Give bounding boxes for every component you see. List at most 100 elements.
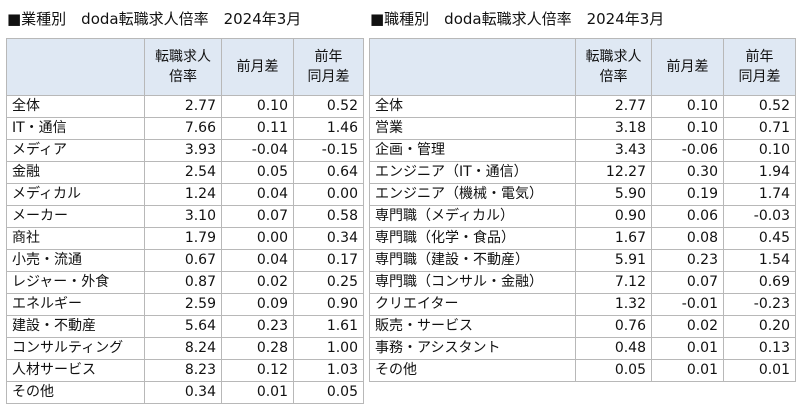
table-row: クリエイター 1.32 -0.01 -0.23: [369, 293, 796, 316]
header-yoy-line2: 同月差: [738, 69, 781, 85]
ratio-cell: 0.05: [575, 359, 652, 382]
yoy-cell: 1.94: [723, 161, 796, 184]
table-row: メディア 3.93 -0.04 -0.15: [6, 139, 364, 162]
yoy-cell: 0.58: [293, 205, 364, 228]
industry-table-title: ■業種別 doda転職求人倍率 2024年3月: [7, 10, 302, 28]
mom-cell: 0.07: [221, 205, 294, 228]
yoy-cell: 0.34: [293, 227, 364, 250]
mom-cell: 0.30: [651, 161, 724, 184]
industry-table-header: 転職求人 倍率 前月差 前年 同月差: [6, 38, 364, 96]
table-row: 人材サービス 8.23 0.12 1.03: [6, 359, 364, 382]
yoy-cell: 0.25: [293, 271, 364, 294]
header-mom: 前月差: [651, 38, 724, 96]
header-ratio-line2: 倍率: [169, 69, 197, 85]
row-label: エンジニア（機械・電気）: [369, 183, 576, 206]
mom-cell: 0.04: [221, 183, 294, 206]
table-row: 全体 2.77 0.10 0.52: [369, 95, 796, 118]
ratio-cell: 2.59: [144, 293, 222, 316]
row-label: 営業: [369, 117, 576, 140]
header-yoy-line1: 前年: [314, 49, 343, 65]
row-label: メディア: [6, 139, 145, 162]
table-row: メーカー 3.10 0.07 0.58: [6, 205, 364, 228]
ratio-cell: 8.24: [144, 337, 222, 360]
table-row: 商社 1.79 0.00 0.34: [6, 227, 364, 250]
header-yoy-line1: 前年: [745, 49, 774, 65]
row-label: メーカー: [6, 205, 145, 228]
yoy-cell: 1.00: [293, 337, 364, 360]
mom-cell: 0.12: [221, 359, 294, 382]
mom-cell: 0.23: [221, 315, 294, 338]
table-row: 金融 2.54 0.05 0.64: [6, 161, 364, 184]
mom-cell: 0.11: [221, 117, 294, 140]
mom-cell: 0.05: [221, 161, 294, 184]
ratio-cell: 0.34: [144, 381, 222, 404]
row-label: 専門職（コンサル・金融）: [369, 271, 576, 294]
row-label: メディカル: [6, 183, 145, 206]
table-row: 企画・管理 3.43 -0.06 0.10: [369, 139, 796, 162]
yoy-cell: 0.17: [293, 249, 364, 272]
mom-cell: 0.23: [651, 249, 724, 272]
yoy-cell: 0.00: [293, 183, 364, 206]
row-label: 商社: [6, 227, 145, 250]
table-row: 営業 3.18 0.10 0.71: [369, 117, 796, 140]
mom-cell: 0.10: [221, 95, 294, 118]
yoy-cell: 0.10: [723, 139, 796, 162]
yoy-cell: 1.54: [723, 249, 796, 272]
mom-cell: 0.06: [651, 205, 724, 228]
yoy-cell: 0.64: [293, 161, 364, 184]
ratio-cell: 0.90: [575, 205, 652, 228]
header-ratio-line2: 倍率: [599, 69, 628, 85]
yoy-cell: -0.15: [293, 139, 364, 162]
table-row: 販売・サービス 0.76 0.02 0.20: [369, 315, 796, 338]
ratio-cell: 2.77: [144, 95, 222, 118]
ratio-cell: 1.79: [144, 227, 222, 250]
table-row: レジャー・外食 0.87 0.02 0.25: [6, 271, 364, 294]
table-row: エンジニア（機械・電気） 5.90 0.19 1.74: [369, 183, 796, 206]
yoy-cell: 0.05: [293, 381, 364, 404]
table-row: 専門職（建設・不動産） 5.91 0.23 1.54: [369, 249, 796, 272]
ratio-cell: 5.64: [144, 315, 222, 338]
mom-cell: -0.01: [651, 293, 724, 316]
mom-cell: 0.01: [221, 381, 294, 404]
ratio-cell: 8.23: [144, 359, 222, 382]
header-ratio-line1: 転職求人: [585, 49, 642, 65]
row-label: 人材サービス: [6, 359, 145, 382]
yoy-cell: 0.52: [293, 95, 364, 118]
row-label: 専門職（化学・食品）: [369, 227, 576, 250]
row-label: 全体: [6, 95, 145, 118]
ratio-cell: 3.18: [575, 117, 652, 140]
table-row: 小売・流通 0.67 0.04 0.17: [6, 249, 364, 272]
occupation-table-header: 転職求人 倍率 前月差 前年 同月差: [369, 38, 796, 96]
table-row: 専門職（化学・食品） 1.67 0.08 0.45: [369, 227, 796, 250]
yoy-cell: 0.69: [723, 271, 796, 294]
ratio-cell: 0.67: [144, 249, 222, 272]
yoy-cell: 0.52: [723, 95, 796, 118]
yoy-cell: 0.01: [723, 359, 796, 382]
header-ratio: 転職求人 倍率: [144, 38, 222, 96]
mom-cell: 0.09: [221, 293, 294, 316]
row-label: その他: [369, 359, 576, 382]
mom-cell: 0.00: [221, 227, 294, 250]
yoy-cell: 1.03: [293, 359, 364, 382]
row-label: その他: [6, 381, 145, 404]
industry-panel: ■業種別 doda転職求人倍率 2024年3月 転職求人 倍率 前月差 前年 同…: [6, 0, 364, 404]
ratio-cell: 12.27: [575, 161, 652, 184]
mom-cell: 0.01: [651, 359, 724, 382]
mom-cell: 0.07: [651, 271, 724, 294]
table-row: エンジニア（IT・通信） 12.27 0.30 1.94: [369, 161, 796, 184]
ratio-cell: 0.87: [144, 271, 222, 294]
ratio-cell: 1.32: [575, 293, 652, 316]
ratio-cell: 7.66: [144, 117, 222, 140]
row-label: 専門職（メディカル）: [369, 205, 576, 228]
header-category: [369, 38, 576, 96]
header-yoy-line2: 同月差: [307, 69, 350, 85]
mom-cell: 0.02: [651, 315, 724, 338]
header-yoy: 前年 同月差: [293, 38, 364, 96]
ratio-cell: 2.77: [575, 95, 652, 118]
occupation-table-title: ■職種別 doda転職求人倍率 2024年3月: [370, 10, 665, 28]
occupation-table: 転職求人 倍率 前月差 前年 同月差 全体 2.77 0.10 0.52 営業 3.18 0…: [369, 38, 796, 382]
row-label: エンジニア（IT・通信）: [369, 161, 576, 184]
ratio-cell: 7.12: [575, 271, 652, 294]
mom-cell: 0.10: [651, 95, 724, 118]
row-label: 事務・アシスタント: [369, 337, 576, 360]
